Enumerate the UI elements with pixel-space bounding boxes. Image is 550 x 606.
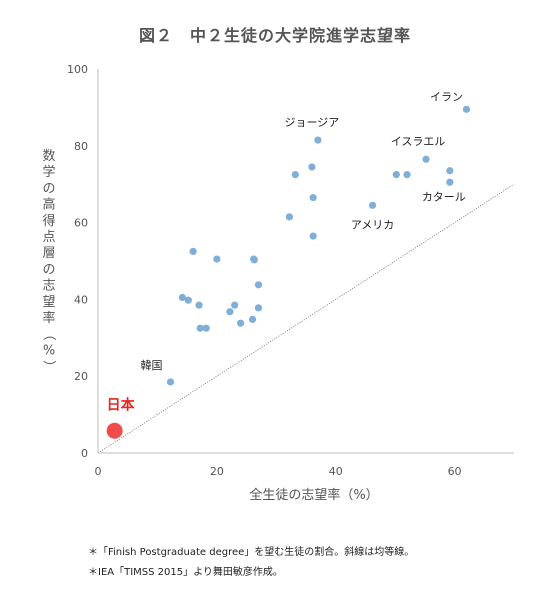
data-point	[254, 281, 263, 289]
data-point	[226, 308, 234, 316]
y-tick-label: 20	[74, 370, 88, 383]
y-tick-label: 60	[74, 217, 88, 230]
data-point	[462, 105, 471, 113]
data-point	[231, 301, 239, 309]
data-point	[184, 296, 192, 304]
data-points	[106, 105, 471, 439]
y-axis-label-char: 得	[42, 213, 55, 229]
data-point	[368, 201, 377, 209]
y-axis-label-char: の	[42, 262, 55, 277]
data-point	[189, 247, 197, 255]
data-point	[314, 136, 322, 144]
footnote-2: ＊IEA「TIMSS 2015」より舞田敏彦作成。	[88, 567, 283, 578]
y-axis-label-char: %	[43, 343, 55, 358]
point-label: 韓国	[141, 359, 163, 372]
y-tick-label: 100	[67, 63, 88, 76]
data-point	[308, 163, 316, 171]
point-label: カタール	[422, 190, 466, 203]
data-point	[309, 194, 317, 202]
data-point	[213, 255, 221, 263]
y-axis-label-char: 数	[42, 149, 55, 164]
data-point	[196, 324, 204, 332]
y-axis-label-char: 望	[42, 294, 55, 310]
y-axis-label-char: 学	[42, 164, 55, 180]
data-point	[422, 155, 430, 163]
data-point	[446, 167, 454, 175]
point-label: イスラエル	[391, 135, 446, 148]
point-label: ジョージア	[284, 116, 339, 129]
y-axis-label-char: 志	[42, 279, 55, 294]
data-point	[446, 178, 454, 186]
data-point	[291, 171, 299, 179]
y-tick-label: 80	[74, 140, 88, 153]
tick-labels: 0 20 40 60 80 100 0 20 40 60	[67, 63, 462, 478]
point-label: アメリカ	[351, 218, 394, 231]
data-point	[195, 301, 203, 309]
data-point	[237, 319, 245, 327]
y-axis-label-char: 高	[42, 197, 55, 213]
axes	[97, 69, 514, 454]
footnote-1: ＊「Finish Postgraduate degree」を望む生徒の割合。斜線…	[88, 547, 415, 558]
x-axis-label: 全生徒の志望率（%）	[249, 487, 378, 503]
y-axis-label-char: ）	[41, 360, 56, 373]
x-tick-label: 20	[210, 465, 224, 478]
data-point	[403, 171, 411, 179]
data-point	[248, 315, 257, 323]
y-axis-label-char: の	[42, 181, 55, 196]
y-axis-label-char: 点	[42, 230, 55, 245]
chart-title: 図２ 中２生徒の大学院進学志望率	[138, 26, 411, 45]
data-point	[250, 256, 258, 264]
y-axis-label-char: （	[41, 328, 56, 341]
y-axis-label-char: 率	[42, 310, 55, 326]
x-tick-label: 60	[448, 465, 462, 478]
y-axis-label-char: 層	[42, 246, 55, 261]
data-point	[392, 171, 400, 179]
data-point	[166, 378, 175, 386]
japan-point	[106, 422, 123, 439]
y-tick-label: 40	[74, 293, 88, 306]
point-label: 日本	[107, 397, 136, 414]
point-label: イラン	[430, 90, 463, 103]
data-point	[178, 293, 186, 302]
x-tick-label: 0	[95, 465, 102, 478]
x-tick-label: 40	[329, 465, 343, 478]
y-tick-label: 0	[81, 447, 88, 460]
data-point	[309, 232, 317, 240]
footnotes: ＊「Finish Postgraduate degree」を望む生徒の割合。斜線…	[88, 543, 414, 583]
data-point	[202, 324, 210, 332]
data-point	[254, 304, 263, 312]
equality-line	[97, 183, 515, 454]
data-point	[285, 213, 293, 221]
